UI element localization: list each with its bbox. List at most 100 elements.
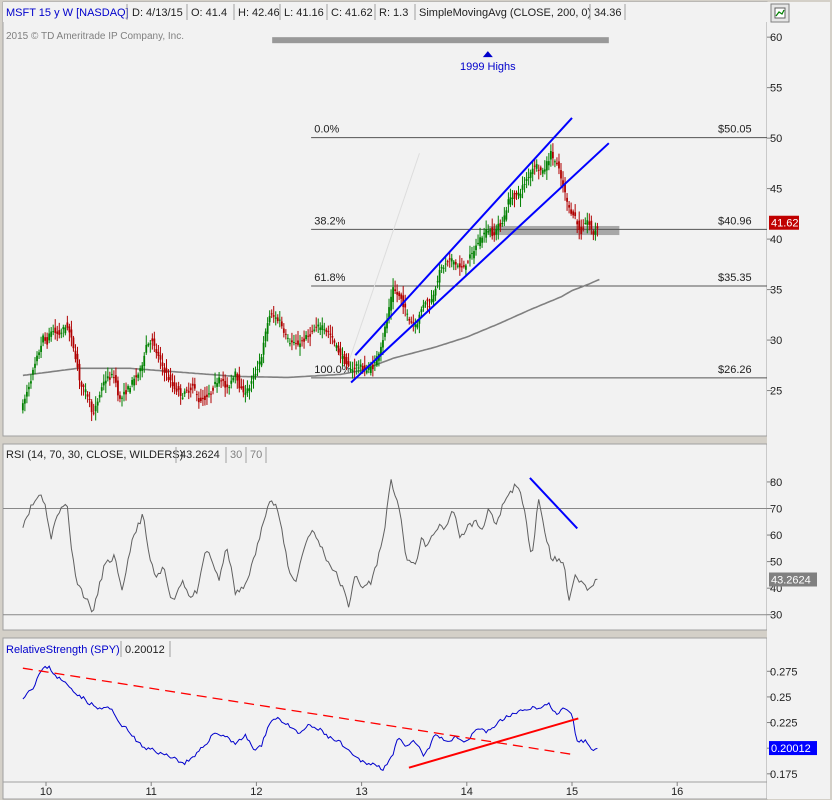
- up-candle-body: [268, 315, 271, 323]
- rsi-level-low: 30: [230, 449, 242, 461]
- x-axis-tick-label: 13: [355, 786, 367, 798]
- up-candle-body: [497, 223, 500, 231]
- fibonacci-price-label: $50.05: [718, 124, 752, 136]
- down-candle-body: [206, 394, 208, 398]
- rsi-y-tick-label: 50: [770, 557, 782, 569]
- up-candle-body: [517, 192, 520, 196]
- down-candle-body: [86, 394, 89, 397]
- price-y-tick-label: 40: [770, 234, 782, 246]
- price-y-tick-label: 30: [770, 335, 782, 347]
- up-candle-body: [305, 335, 307, 340]
- study-label[interactable]: SimpleMovingAvg (CLOSE, 200, 0): [419, 7, 591, 19]
- down-candle-body: [165, 368, 168, 373]
- rs-value-badge-label: 0.20012: [771, 743, 811, 755]
- up-candle-body: [133, 378, 136, 386]
- up-candle-body: [495, 228, 498, 235]
- down-candle-body: [396, 292, 399, 295]
- down-candle-body: [315, 326, 318, 328]
- down-candle-body: [284, 333, 287, 335]
- up-candle-body: [367, 367, 370, 370]
- close-label: C: 41.62: [331, 7, 373, 19]
- up-candle-body: [64, 327, 67, 334]
- range-label: R: 1.3: [379, 7, 408, 19]
- up-candle-body: [357, 367, 360, 369]
- up-candle-body: [485, 229, 488, 238]
- rs-title[interactable]: RelativeStrength (SPY): [6, 644, 120, 656]
- resistance-zone-bar: [272, 37, 609, 44]
- rs-value: 0.20012: [125, 644, 165, 656]
- down-candle-body: [92, 412, 95, 414]
- chart-settings-icon[interactable]: [770, 3, 790, 23]
- down-candle-body: [58, 330, 61, 335]
- up-candle-body: [110, 373, 113, 376]
- up-candle-body: [23, 398, 26, 404]
- price-y-tick-label: 55: [770, 83, 782, 95]
- up-candle-body: [531, 168, 534, 175]
- up-candle-body: [549, 150, 552, 160]
- down-candle-body: [412, 322, 415, 324]
- down-candle-body: [297, 340, 299, 345]
- up-candle-body: [489, 230, 492, 232]
- down-candle-body: [398, 292, 401, 297]
- down-candle-body: [195, 394, 198, 396]
- down-candle-body: [467, 261, 469, 263]
- rs-downtrend-line[interactable]: [22, 667, 573, 755]
- connector-line: [345, 153, 420, 371]
- fibonacci-price-label: $40.96: [718, 215, 752, 227]
- rs-uptrend-line[interactable]: [408, 717, 579, 769]
- rsi-title[interactable]: RSI (14, 70, 30, CLOSE, WILDERS): [6, 449, 183, 461]
- y-axis-strip: [767, 2, 830, 799]
- up-candle-body: [519, 193, 522, 198]
- study-value: 34.36: [594, 7, 622, 19]
- up-candle-body: [228, 387, 231, 389]
- down-candle-body: [74, 350, 77, 360]
- up-candle-body: [145, 344, 148, 353]
- channel-lower-line[interactable]: [350, 142, 610, 384]
- up-candle-body: [323, 329, 326, 331]
- x-axis-tick-label: 14: [461, 786, 473, 798]
- x-axis-tick-label: 10: [40, 786, 52, 798]
- up-candle-body: [434, 288, 437, 296]
- up-candle-body: [317, 324, 320, 327]
- down-candle-body: [363, 365, 366, 371]
- down-candle-body: [371, 364, 374, 370]
- price-grid: 25 30 35 40 45 50 55 60: [767, 32, 782, 398]
- down-candle-body: [454, 262, 457, 265]
- rs-y-tick-label: 0.225: [770, 718, 798, 730]
- down-candle-body: [558, 161, 560, 169]
- symbol-label[interactable]: MSFT 15 y W [NASDAQ]: [6, 7, 129, 19]
- up-candle-body: [382, 340, 384, 348]
- up-candle-body: [258, 361, 261, 365]
- down-candle-body: [179, 388, 182, 396]
- down-candle-body: [596, 226, 599, 229]
- up-arrow-icon: [482, 51, 493, 58]
- down-candle-body: [66, 322, 69, 328]
- up-candle-body: [414, 324, 417, 327]
- down-candle-body: [270, 313, 273, 315]
- fibonacci-percent-label: 38.2%: [314, 215, 345, 227]
- down-candle-body: [327, 331, 330, 333]
- price-y-tick-label: 35: [770, 285, 782, 297]
- up-candle-body: [477, 242, 479, 245]
- down-candle-body: [347, 361, 350, 366]
- up-candle-body: [384, 326, 386, 337]
- up-candle-body: [503, 215, 506, 222]
- up-candle-body: [266, 323, 269, 334]
- down-candle-body: [117, 380, 119, 396]
- down-candle-body: [446, 261, 449, 263]
- down-candle-body: [44, 337, 47, 341]
- channel-upper-line[interactable]: [354, 117, 573, 356]
- x-axis-tick-label: 11: [145, 786, 156, 798]
- rsi-y-tick-label: 70: [770, 503, 782, 515]
- up-candle-body: [406, 313, 409, 315]
- up-candle-body: [84, 389, 87, 393]
- down-candle-body: [240, 386, 243, 389]
- up-candle-body: [483, 232, 486, 235]
- down-candle-body: [276, 317, 279, 322]
- rsi-trendline[interactable]: [529, 477, 578, 530]
- down-candle-body: [112, 377, 115, 379]
- high-label: H: 42.46: [238, 7, 280, 19]
- up-candle-body: [365, 370, 368, 373]
- up-candle-body: [260, 357, 263, 366]
- down-candle-body: [552, 151, 554, 159]
